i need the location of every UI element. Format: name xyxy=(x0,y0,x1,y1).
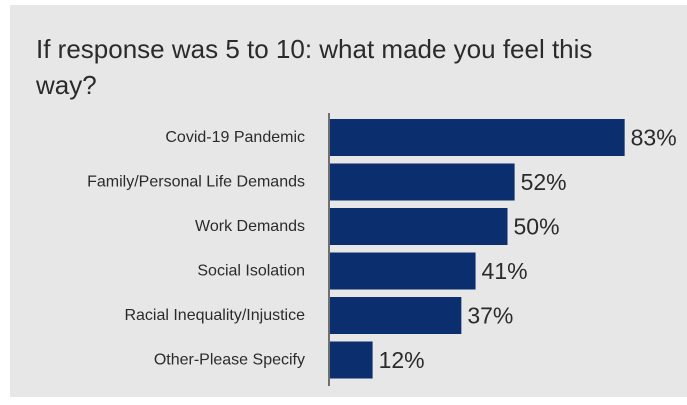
category-label: Social Isolation xyxy=(197,263,305,280)
bar xyxy=(330,252,476,290)
category-label: Work Demands xyxy=(195,218,305,235)
bars-group: Covid-19 Pandemic 83% Family/Personal Life… xyxy=(87,119,677,379)
bar xyxy=(330,208,508,245)
category-label: Racial Inequality/Injustice xyxy=(124,307,305,324)
value-label: 50% xyxy=(514,214,560,240)
bar xyxy=(330,297,462,334)
value-label: 83% xyxy=(631,125,677,151)
category-label: Covid-19 Pandemic xyxy=(165,129,305,146)
bar xyxy=(330,119,625,156)
value-label: 41% xyxy=(482,258,528,284)
category-label: Family/Personal Life Demands xyxy=(87,174,305,191)
value-label: 52% xyxy=(521,169,567,195)
chart-title: If response was 5 to 10: what made you f… xyxy=(36,34,593,100)
bar xyxy=(330,163,515,201)
value-label: 37% xyxy=(467,303,513,329)
value-label: 12% xyxy=(379,347,425,373)
bar xyxy=(330,341,373,379)
category-label: Other-Please Specify xyxy=(154,352,305,369)
